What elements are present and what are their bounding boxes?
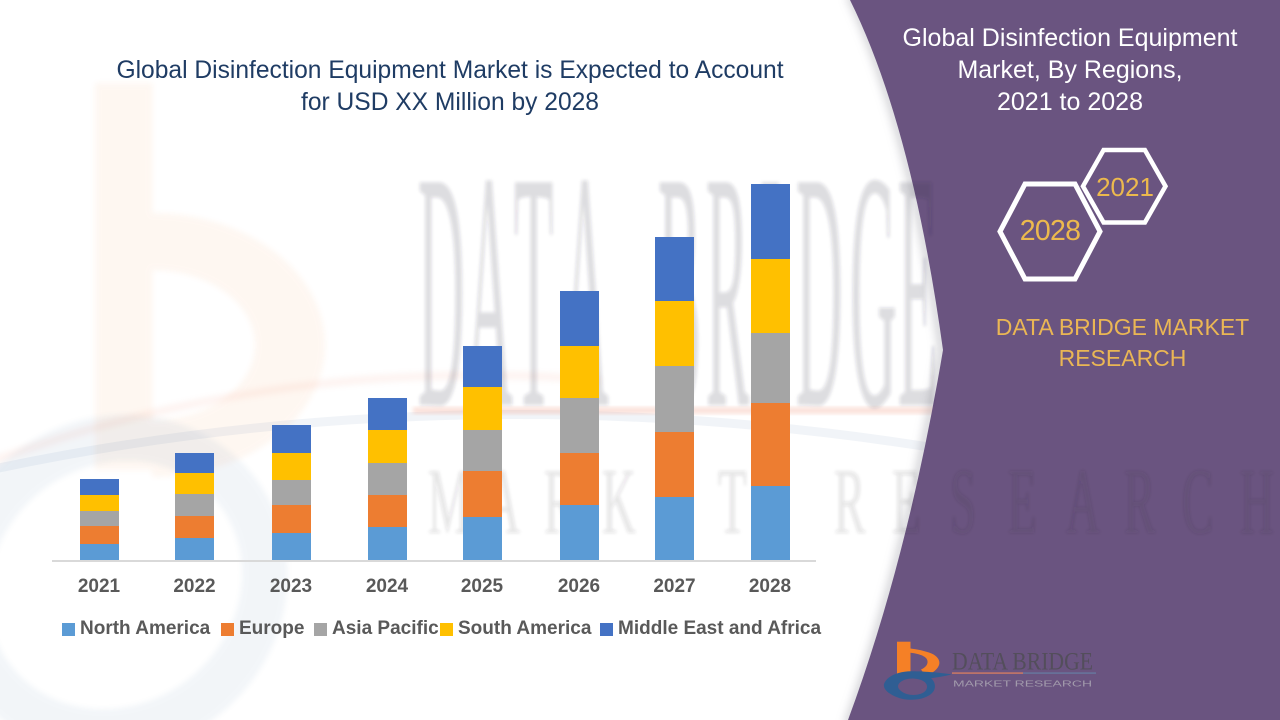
svg-text:R: R: [706, 102, 749, 479]
svg-text:G: G: [850, 102, 897, 479]
svg-text:K: K: [602, 451, 636, 555]
svg-text:H: H: [1240, 451, 1274, 555]
svg-text:D: D: [418, 102, 465, 479]
svg-text:T: T: [514, 102, 553, 479]
svg-text:T: T: [718, 451, 747, 555]
svg-text:E: E: [1008, 451, 1037, 555]
svg-text:E: E: [898, 102, 937, 479]
svg-text:E: E: [892, 451, 921, 555]
svg-text:R: R: [834, 451, 866, 555]
svg-text:MARKET RESEARCH: MARKET RESEARCH: [953, 679, 1092, 689]
svg-text:R: R: [1124, 451, 1156, 555]
svg-text:A: A: [1066, 451, 1100, 555]
svg-text:C: C: [1182, 451, 1213, 555]
svg-text:DATA BRIDGE: DATA BRIDGE: [952, 649, 1093, 676]
svg-text:S: S: [950, 451, 976, 555]
svg-text:D: D: [796, 102, 843, 479]
